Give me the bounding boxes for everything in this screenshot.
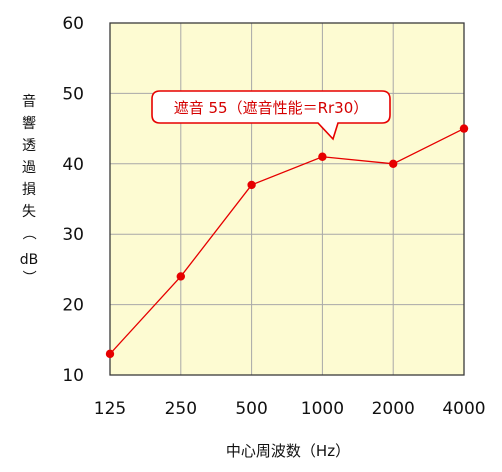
x-tick-label: 4000 [442,399,485,419]
y-axis-label-char: 失 [22,204,36,220]
y-axis-label-char: dB [20,252,39,268]
y-axis-label-char: 透 [22,138,36,154]
y-tick-label: 50 [62,84,84,104]
x-tick-label: 500 [235,399,267,419]
x-tick-labels: 125 250 500 1000 2000 4000 [94,399,486,419]
plot-area [110,23,464,375]
y-tick-label: 60 [62,14,84,34]
y-tick-label: 20 [62,296,84,316]
annotation-callout: 遮音 55（遮音性能＝Rr30） [151,90,391,141]
y-axis-label-char: 損 [22,182,36,198]
series [105,124,469,359]
y-axis-label-char: （ [20,226,36,240]
x-tick-label: 250 [165,399,197,419]
y-axis-label-char: 音 [22,93,36,110]
data-point [105,349,115,359]
y-axis-label-char: 響 [22,115,36,132]
series-line [109,128,465,355]
y-tick-label: 30 [62,225,84,245]
y-tick-label: 10 [62,366,84,386]
x-axis-label: 中心周波数（Hz） [226,442,350,460]
data-point [247,180,256,190]
data-point [459,124,469,133]
callout-box [151,90,391,141]
x-tick-label: 1000 [301,399,344,419]
x-tick-label: 125 [94,399,126,419]
annotation-text: 遮音 55（遮音性能＝Rr30） [174,99,369,117]
grid [110,23,464,375]
y-tick-labels: 10 20 30 40 50 60 [62,14,84,386]
y-axis-label-char: 過 [22,160,36,176]
y-axis-label-char: ） [20,270,36,284]
x-tick-label: 2000 [372,399,415,419]
data-point [176,272,185,281]
plot-frame [109,22,465,376]
data-point [389,159,398,168]
data-point [318,152,327,161]
y-tick-label: 40 [62,155,84,175]
